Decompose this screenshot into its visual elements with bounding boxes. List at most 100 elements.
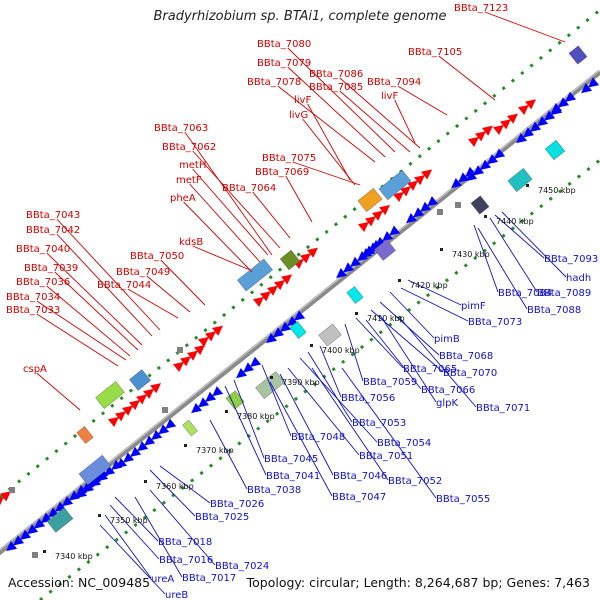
tick-mark xyxy=(184,444,187,447)
forward-gene-arrow xyxy=(357,221,369,233)
forward-gene-arrow xyxy=(259,291,271,302)
forward-gene-arrow xyxy=(197,336,209,348)
callout-line xyxy=(307,351,353,423)
callout-line xyxy=(99,524,166,595)
reverse-gene-label: BBta_7054 xyxy=(377,438,431,449)
callout-line xyxy=(46,285,131,357)
reverse-gene-arrow xyxy=(420,201,432,212)
callout-line xyxy=(252,191,291,239)
forward-gene-arrow xyxy=(507,113,518,124)
reverse-gene-label: BBta_7070 xyxy=(443,368,497,379)
callout-line xyxy=(355,317,404,369)
feature-block xyxy=(78,454,112,486)
feature-block xyxy=(378,169,412,201)
callout-line xyxy=(149,489,216,566)
callout-line xyxy=(261,364,292,437)
feature-block xyxy=(237,258,273,292)
reverse-gene-arrow xyxy=(558,97,570,108)
reverse-gene-arrow xyxy=(280,321,292,332)
forward-gene-arrow xyxy=(517,104,529,116)
reverse-gene-label: ureB xyxy=(165,590,188,600)
reverse-gene-arrow xyxy=(236,367,248,379)
reverse-gene-label: BBta_7026 xyxy=(210,499,264,510)
reverse-gene-arrow xyxy=(20,529,32,540)
callout-line xyxy=(489,217,538,293)
reverse-gene-arrow xyxy=(451,177,463,189)
reverse-gene-label: BBta_7089 xyxy=(537,288,591,299)
callout-line xyxy=(54,271,139,351)
callout-line xyxy=(146,275,191,313)
tick-mark xyxy=(270,376,273,379)
forward-gene-arrow xyxy=(129,399,140,411)
reverse-gene-arrow xyxy=(413,207,425,218)
forward-gene-label: metH xyxy=(179,160,206,171)
reverse-gene-label: BBta_7047 xyxy=(332,492,386,503)
feature-block xyxy=(507,168,533,192)
feature-block xyxy=(225,390,245,410)
kbp-tick-label: 7410 kbp xyxy=(367,314,405,323)
kbp-ticks: 7340 kbp 7350 kbp 7360 kbp 7370 kbp 7380 kbp… xyxy=(43,184,576,561)
callout-line xyxy=(494,214,545,259)
reverse-gene-label: BBta_7056 xyxy=(341,393,395,404)
kbp-tick-label: 7340 kbp xyxy=(55,552,93,561)
callout-line xyxy=(285,175,313,223)
tick-mark xyxy=(440,248,443,251)
reverse-gene-arrow xyxy=(427,196,439,207)
callout-line xyxy=(209,419,248,490)
reverse-gene-label: BBta_7093 xyxy=(544,254,598,265)
feature-block xyxy=(374,239,396,261)
forward-gene-arrow xyxy=(492,124,504,136)
callout-line xyxy=(397,85,448,116)
tick-mark xyxy=(144,480,147,483)
forward-gene-arrow xyxy=(392,191,404,203)
callout-line xyxy=(344,323,364,382)
forward-gene-label: BBta_7063 xyxy=(154,123,208,134)
callout-line xyxy=(192,150,281,249)
forward-gene-label: BBta_7040 xyxy=(16,244,70,255)
callout-line xyxy=(160,259,206,306)
reverse-gene-arrow xyxy=(473,165,485,176)
forward-gene-label: metF xyxy=(176,175,202,186)
feature-block xyxy=(289,321,307,339)
reverse-gene-label: BBta_7017 xyxy=(182,573,236,584)
feature-block xyxy=(129,369,151,391)
reverse-gene-arrow xyxy=(565,91,577,102)
reverse-gene-arrow xyxy=(111,459,123,470)
kbp-tick-label: 7390 kbp xyxy=(282,378,320,387)
callout-line xyxy=(279,373,334,476)
reverse-gene-arrow xyxy=(588,77,600,88)
forward-gene-label: cspA xyxy=(23,364,47,375)
callout-line xyxy=(36,300,127,361)
forward-gene-arrow xyxy=(307,247,318,258)
reverse-gene-arrow xyxy=(83,482,95,493)
callout-line xyxy=(127,288,179,319)
reverse-gene-arrow xyxy=(458,172,470,183)
reverse-gene-arrow xyxy=(116,457,128,469)
forward-gene-arrow xyxy=(194,344,205,356)
callout-line xyxy=(341,367,437,499)
forward-gene-label: pheA xyxy=(170,193,196,204)
forward-gene-arrow xyxy=(136,394,147,405)
callout-line xyxy=(473,224,499,293)
reverse-gene-arrow xyxy=(544,110,556,121)
label-callouts: BBta_7123BBta_7105BBta_7080BBta_7079BBta… xyxy=(6,3,598,600)
forward-gene-arrow xyxy=(281,274,292,285)
reverse-gene-arrow xyxy=(336,267,348,279)
feature-block xyxy=(46,507,74,533)
reverse-gene-arrow xyxy=(104,465,116,476)
forward-gene-label: BBta_7094 xyxy=(367,77,421,88)
tick-mark xyxy=(310,344,313,347)
callout-line xyxy=(159,465,211,504)
callout-line xyxy=(302,118,356,186)
kbp-tick-label: 7360 kbp xyxy=(156,482,194,491)
reverse-gene-label: ureA xyxy=(151,574,174,585)
callout-line xyxy=(104,514,152,579)
callout-line xyxy=(224,385,267,476)
reverse-gene-label: BBta_7041 xyxy=(266,471,320,482)
reverse-gene-arrow xyxy=(212,386,224,397)
reverse-gene-label: BBta_7046 xyxy=(333,471,387,482)
forward-gene-label: BBta_7085 xyxy=(309,82,363,93)
reverse-gene-arrow xyxy=(273,327,285,338)
marker-block xyxy=(437,209,443,215)
reverse-gene-arrow xyxy=(361,247,373,259)
